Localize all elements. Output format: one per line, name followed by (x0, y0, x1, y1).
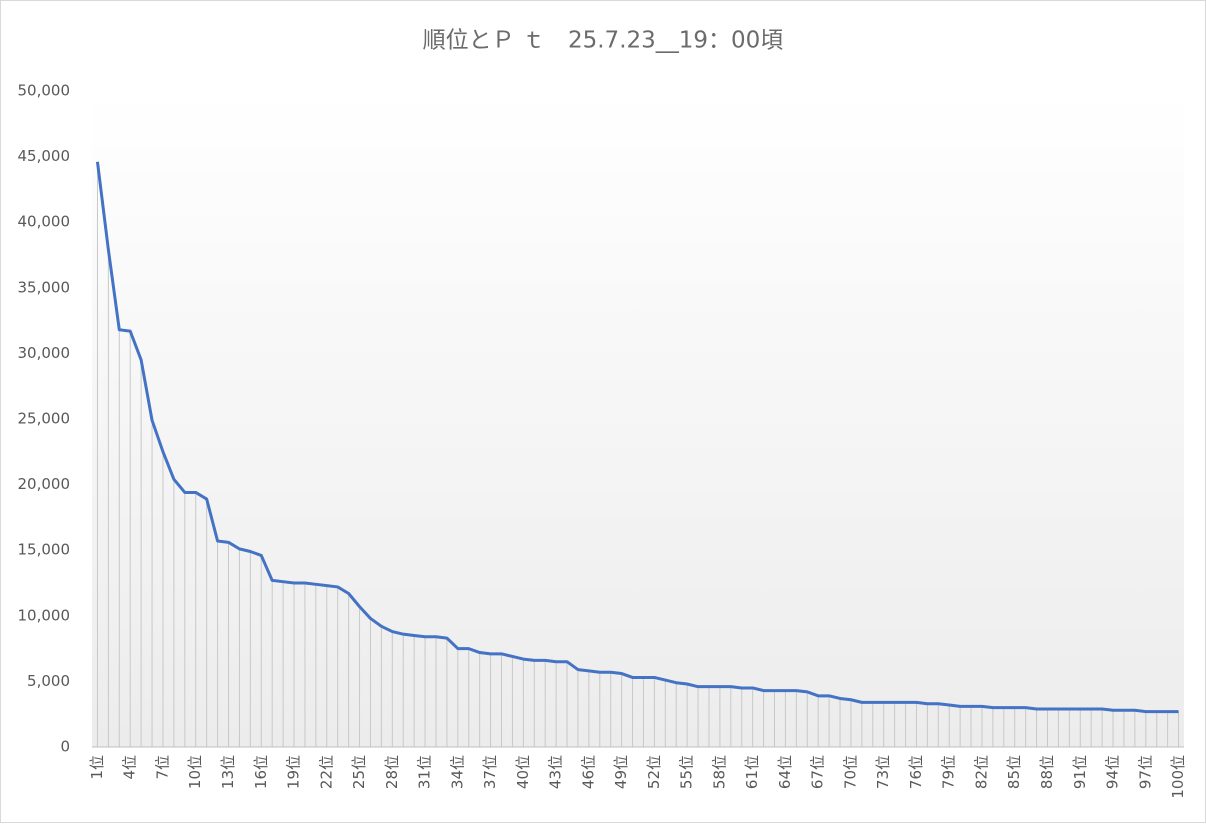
y-tick-label: 50,000 (18, 82, 71, 100)
y-tick-label: 20,000 (18, 475, 71, 493)
x-tick-label: 43位 (547, 755, 565, 789)
x-tick-label: 34位 (448, 755, 466, 789)
y-tick-label: 25,000 (18, 410, 71, 428)
y-tick-label: 0 (60, 738, 70, 756)
x-tick-label: 49位 (612, 755, 630, 789)
x-tick-label: 1位 (88, 755, 106, 780)
x-tick-label: 76位 (907, 755, 925, 789)
chart-title: 順位とＰ ｔ 25.7.23__19：00頃 (423, 28, 784, 54)
x-tick-label: 58位 (710, 755, 728, 789)
x-tick-label: 100位 (1169, 755, 1187, 799)
x-tick-label: 64位 (776, 755, 794, 789)
x-tick-label: 70位 (841, 755, 859, 789)
x-tick-label: 10位 (186, 755, 204, 789)
y-tick-label: 30,000 (18, 344, 71, 362)
y-tick-label: 35,000 (18, 278, 71, 296)
x-tick-label: 7位 (153, 755, 171, 780)
x-tick-label: 79位 (940, 755, 958, 789)
y-tick-label: 10,000 (18, 606, 71, 624)
x-tick-label: 61位 (743, 755, 761, 789)
x-tick-label: 97位 (1136, 755, 1154, 789)
x-tick-label: 4位 (121, 755, 139, 780)
x-tick-label: 52位 (645, 755, 663, 789)
series-line (95, 161, 1179, 714)
x-tick-label: 25位 (350, 755, 368, 789)
x-tick-label: 55位 (678, 755, 696, 789)
x-tick-label: 22位 (317, 755, 335, 789)
y-tick-label: 15,000 (18, 541, 71, 559)
x-tick-label: 94位 (1104, 755, 1122, 789)
x-tick-label: 73位 (874, 755, 892, 789)
plot-area (92, 91, 1184, 747)
x-tick-label: 46位 (579, 755, 597, 789)
x-tick-label: 82位 (972, 755, 990, 789)
x-tick-label: 88位 (1038, 755, 1056, 789)
x-tick-label: 31位 (416, 755, 434, 789)
x-tick-label: 37位 (481, 755, 499, 789)
x-tick-label: 19位 (285, 755, 303, 789)
x-tick-label: 13位 (219, 755, 237, 789)
x-tick-label: 16位 (252, 755, 270, 789)
x-tick-label: 40位 (514, 755, 532, 789)
x-tick-label: 28位 (383, 755, 401, 789)
y-tick-label: 5,000 (27, 672, 70, 690)
y-tick-label: 45,000 (18, 147, 71, 165)
x-tick-label: 85位 (1005, 755, 1023, 789)
y-tick-label: 40,000 (18, 213, 71, 231)
x-tick-label: 67位 (809, 755, 827, 789)
x-tick-label: 91位 (1071, 755, 1089, 789)
